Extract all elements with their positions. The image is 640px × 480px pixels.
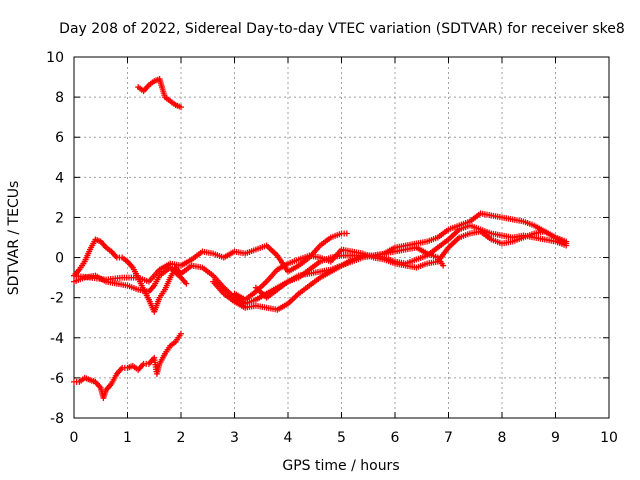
series-track-i [252, 244, 447, 301]
x-tick-label: 10 [600, 430, 618, 446]
data-points [71, 76, 570, 401]
y-tick-label: -8 [50, 411, 64, 427]
data-point [563, 240, 570, 247]
x-tick-label: 2 [177, 430, 186, 446]
x-tick-label: 8 [498, 430, 507, 446]
x-tick-label: 6 [391, 430, 400, 446]
y-tick-label: -2 [50, 291, 64, 307]
x-tick-label: 0 [70, 430, 79, 446]
chart-title: Day 208 of 2022, Sidereal Day-to-day VTE… [59, 21, 625, 37]
y-tick-label: 4 [55, 170, 64, 186]
x-tick-label: 1 [123, 430, 132, 446]
data-point [343, 230, 350, 237]
x-tick-label: 4 [284, 430, 293, 446]
y-tick-label: -6 [50, 371, 64, 387]
x-axis-label: GPS time / hours [282, 458, 399, 474]
y-tick-labels: -8 -6 -4 -2 0 2 4 6 8 10 [46, 50, 64, 427]
y-tick-label: 0 [55, 251, 64, 267]
y-tick-label: 10 [46, 50, 64, 66]
series-track-g [210, 222, 570, 313]
data-point [178, 330, 184, 337]
series-track-b [71, 330, 184, 401]
grid-lines [74, 57, 609, 418]
x-tick-label: 5 [337, 430, 346, 446]
series-track-e [71, 230, 350, 285]
axis-ticks [73, 56, 610, 419]
y-tick-label: 8 [55, 90, 64, 106]
y-axis-label: SDTVAR / TECUs [6, 181, 22, 296]
y-tick-label: 6 [55, 130, 64, 146]
data-point [440, 262, 447, 269]
y-tick-label: -4 [50, 331, 64, 347]
series-track-a [135, 76, 184, 111]
series-track-h [231, 228, 570, 303]
data-point [178, 104, 184, 111]
data-point [183, 280, 190, 287]
x-tick-label: 9 [551, 430, 560, 446]
x-tick-labels: 0 1 2 3 4 5 6 7 8 9 10 [70, 430, 618, 446]
y-tick-label: 2 [55, 210, 64, 226]
x-tick-label: 7 [444, 430, 453, 446]
x-tick-label: 3 [230, 430, 239, 446]
